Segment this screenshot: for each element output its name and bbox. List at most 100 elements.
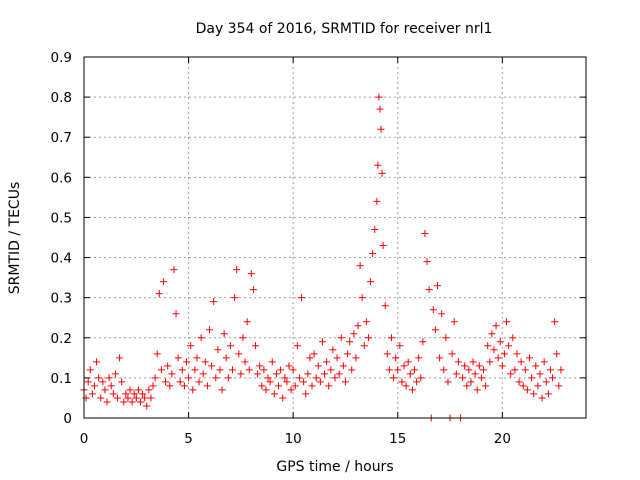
data-point bbox=[396, 342, 404, 350]
data-point bbox=[540, 358, 548, 366]
data-point bbox=[291, 382, 299, 390]
y-tick-label: 0.6 bbox=[51, 170, 72, 186]
x-tick-label: 15 bbox=[389, 431, 406, 447]
data-point bbox=[235, 350, 243, 358]
data-point bbox=[130, 390, 138, 398]
data-point bbox=[486, 358, 494, 366]
data-point bbox=[272, 370, 280, 378]
data-point bbox=[484, 342, 492, 350]
data-point bbox=[168, 370, 176, 378]
data-point bbox=[210, 298, 218, 306]
data-point bbox=[249, 286, 257, 294]
data-point bbox=[337, 334, 345, 342]
y-tick-label: 0.3 bbox=[51, 291, 72, 307]
y-tick-label: 0.1 bbox=[51, 371, 72, 387]
data-point bbox=[90, 382, 98, 390]
data-point bbox=[172, 310, 180, 318]
x-tick-label: 10 bbox=[285, 431, 302, 447]
x-tick-label: 0 bbox=[80, 431, 89, 447]
data-point bbox=[475, 362, 483, 370]
data-point bbox=[492, 322, 500, 330]
data-point bbox=[542, 378, 550, 386]
data-point bbox=[157, 366, 165, 374]
data-point bbox=[155, 290, 163, 298]
data-point bbox=[471, 370, 479, 378]
data-point bbox=[318, 338, 326, 346]
data-point bbox=[124, 394, 132, 402]
data-point bbox=[526, 354, 534, 362]
data-point bbox=[377, 125, 385, 133]
data-point bbox=[503, 318, 511, 326]
data-point bbox=[480, 366, 488, 374]
data-point bbox=[93, 358, 101, 366]
data-point bbox=[509, 334, 517, 342]
data-point bbox=[339, 362, 347, 370]
data-point bbox=[327, 366, 335, 374]
data-point bbox=[178, 366, 186, 374]
data-point bbox=[153, 350, 161, 358]
data-point bbox=[176, 378, 184, 386]
y-axis-label: SRMTID / TECUs bbox=[7, 182, 23, 295]
data-point bbox=[191, 366, 199, 374]
data-point bbox=[141, 394, 149, 402]
data-point bbox=[275, 382, 283, 390]
data-point bbox=[511, 366, 519, 374]
data-point bbox=[289, 366, 297, 374]
data-point bbox=[408, 386, 416, 394]
data-point bbox=[551, 318, 559, 326]
data-point bbox=[109, 390, 117, 398]
data-point bbox=[243, 318, 251, 326]
data-point bbox=[166, 382, 174, 390]
data-point bbox=[473, 386, 481, 394]
data-point bbox=[358, 294, 366, 302]
data-point bbox=[306, 354, 314, 362]
data-point bbox=[507, 370, 515, 378]
data-point bbox=[442, 334, 450, 342]
data-point bbox=[111, 370, 119, 378]
data-point bbox=[348, 366, 356, 374]
data-point bbox=[151, 374, 159, 382]
data-point bbox=[438, 310, 446, 318]
data-point bbox=[346, 338, 354, 346]
data-point bbox=[383, 350, 391, 358]
data-point bbox=[385, 366, 393, 374]
data-point bbox=[312, 374, 320, 382]
data-point bbox=[187, 342, 195, 350]
data-point bbox=[329, 346, 337, 354]
data-point bbox=[145, 386, 153, 394]
data-point bbox=[220, 330, 228, 338]
data-point bbox=[496, 338, 504, 346]
data-point bbox=[103, 398, 111, 406]
data-point bbox=[216, 366, 224, 374]
data-point bbox=[247, 270, 255, 278]
data-point bbox=[406, 370, 414, 378]
data-point bbox=[107, 382, 115, 390]
data-point bbox=[105, 374, 113, 382]
data-point bbox=[498, 362, 506, 370]
data-point bbox=[448, 350, 456, 358]
data-point bbox=[431, 326, 439, 334]
data-point bbox=[222, 354, 230, 362]
data-point bbox=[231, 294, 239, 302]
data-point bbox=[360, 342, 368, 350]
data-point bbox=[262, 386, 270, 394]
data-point bbox=[101, 386, 109, 394]
data-point bbox=[304, 370, 312, 378]
data-point bbox=[505, 342, 513, 350]
data-point bbox=[417, 374, 425, 382]
data-point bbox=[500, 350, 508, 358]
data-point bbox=[440, 366, 448, 374]
data-point bbox=[515, 378, 523, 386]
data-point bbox=[122, 390, 130, 398]
plot-frame bbox=[83, 56, 587, 419]
data-point bbox=[95, 374, 103, 382]
data-point bbox=[513, 350, 521, 358]
data-point bbox=[164, 362, 172, 370]
data-point bbox=[283, 378, 291, 386]
y-tick-label: 0.7 bbox=[51, 130, 72, 146]
data-point bbox=[364, 334, 372, 342]
data-point bbox=[461, 362, 469, 370]
data-point bbox=[256, 362, 264, 370]
data-point bbox=[159, 278, 167, 286]
data-point bbox=[264, 374, 272, 382]
